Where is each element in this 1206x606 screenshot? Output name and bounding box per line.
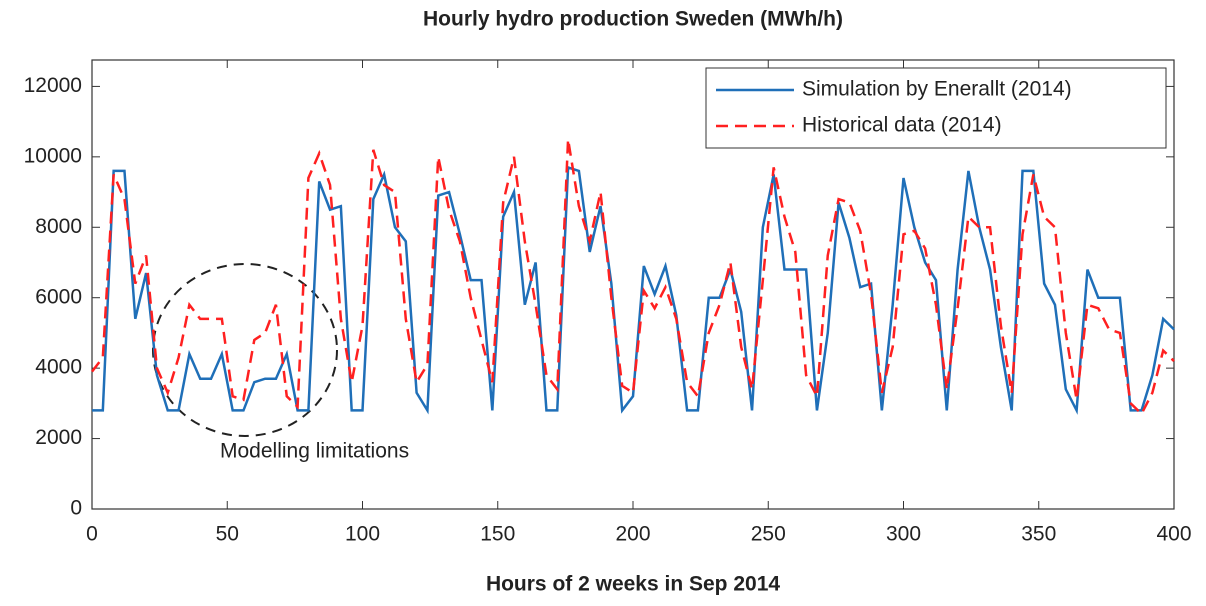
x-tick-label: 250 (751, 523, 786, 546)
y-tick-label: 6000 (35, 285, 82, 308)
series-line (91, 139, 1175, 416)
annotation: Modelling limitations (220, 440, 409, 463)
x-tick-label: 150 (480, 523, 515, 546)
y-tick-label: 0 (70, 497, 82, 520)
y-tick-label: 4000 (35, 356, 82, 379)
legend-label: Historical data (2014) (802, 114, 1002, 137)
x-tick-label: 200 (615, 523, 650, 546)
x-tick-label: 400 (1156, 523, 1191, 546)
legend-label: Simulation by Enerallt (2014) (802, 78, 1072, 101)
chart-title: Hourly hydro production Sweden (MWh/h) (423, 8, 843, 31)
x-tick-label: 0 (86, 523, 98, 546)
legend-box (705, 67, 1167, 149)
series-line (92, 165, 1175, 415)
plot-frame (91, 59, 1175, 510)
x-tick-label: 50 (216, 523, 239, 546)
x-tick-label: 300 (886, 523, 921, 546)
x-tick-label: 100 (345, 523, 380, 546)
y-tick-label: 2000 (35, 426, 82, 449)
x-axis-label: Hours of 2 weeks in Sep 2014 (486, 573, 780, 596)
x-tick-label: 350 (1021, 523, 1056, 546)
y-tick-label: 10000 (24, 144, 82, 167)
y-tick-label: 8000 (35, 215, 82, 238)
y-tick-label: 12000 (24, 74, 82, 97)
